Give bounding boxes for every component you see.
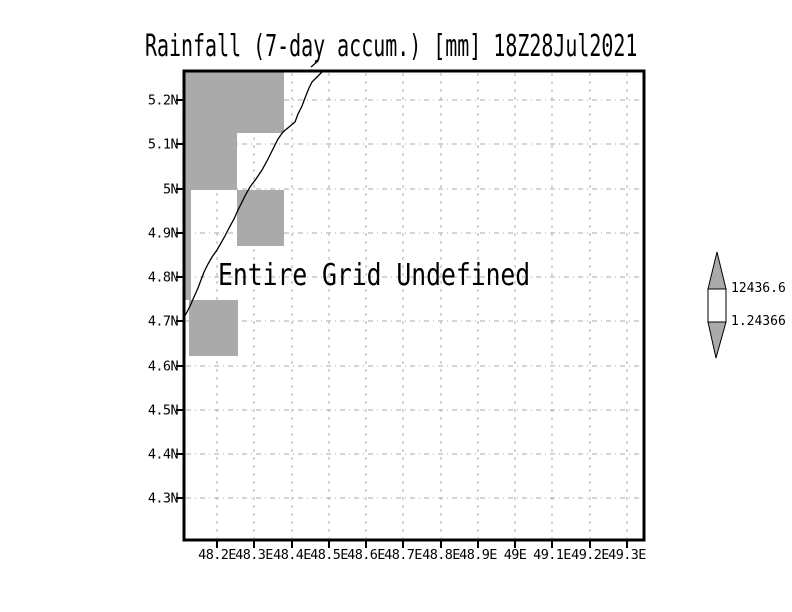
x-axis-label: 48.5E xyxy=(310,547,348,563)
coastline-path xyxy=(183,70,324,318)
x-axis-label: 48.2E xyxy=(198,547,236,563)
y-axis-label: 4.3N xyxy=(148,491,179,507)
map-border xyxy=(182,69,646,542)
y-axis-label: 5N xyxy=(163,182,179,198)
plot-frame xyxy=(182,69,646,542)
colorbar-bottom-arrow xyxy=(707,321,727,359)
plot-title: Rainfall (7-day accum.) [mm] 18Z28Jul202… xyxy=(145,29,638,64)
colorbar-min-label: 1.24366 xyxy=(731,314,786,329)
x-axis-label: 48.4E xyxy=(273,547,311,563)
x-axis-label: 48.6E xyxy=(347,547,385,563)
y-axis-label: 5.2N xyxy=(148,93,179,109)
x-axis-label: 49.1E xyxy=(533,547,571,563)
colorbar-arrow xyxy=(707,251,727,359)
y-axis-label: 4.6N xyxy=(148,359,179,375)
x-axis-label: 49E xyxy=(504,547,527,563)
x-axis-label: 48.9E xyxy=(459,547,497,563)
undefined-region-cells xyxy=(184,72,284,356)
y-axis-label: 5.1N xyxy=(148,137,179,153)
coastline xyxy=(183,60,324,318)
y-axis-label: 4.9N xyxy=(148,226,179,242)
x-axis-label: 48.7E xyxy=(384,547,422,563)
y-axis-label: 4.8N xyxy=(148,270,179,286)
x-axis-labels: 48.2E 48.3E 48.4E 48.5E 48.6E 48.7E 48.8E 48.9E… xyxy=(198,547,647,563)
y-axis-label: 4.7N xyxy=(148,314,179,330)
x-axis-label: 48.8E xyxy=(422,547,460,563)
gridlines xyxy=(186,73,642,538)
x-axis-label: 49.2E xyxy=(571,547,609,563)
y-axis-label: 4.4N xyxy=(148,447,179,463)
colorbar-band xyxy=(707,288,727,323)
colorbar-top-arrow xyxy=(707,251,727,290)
undefined-region-cell xyxy=(184,72,284,133)
undefined-grid-message: Entire Grid Undefined xyxy=(218,258,531,293)
undefined-region-cell xyxy=(184,133,237,190)
undefined-region-cell xyxy=(184,190,191,300)
undefined-region-cell xyxy=(189,300,238,356)
undefined-region-cell xyxy=(237,190,284,246)
axis-ticks xyxy=(176,99,628,548)
y-axis-labels: 5.2N 5.1N 5N 4.9N 4.8N 4.7N 4.6N 4.5N 4.4N 4.3N xyxy=(148,93,179,507)
x-axis-label: 48.3E xyxy=(235,547,273,563)
y-axis-label: 4.5N xyxy=(148,403,179,419)
colorbar-max-label: 12436.6 xyxy=(731,281,786,296)
x-axis-label: 49.3E xyxy=(608,547,646,563)
coastline-fragment xyxy=(310,60,319,68)
